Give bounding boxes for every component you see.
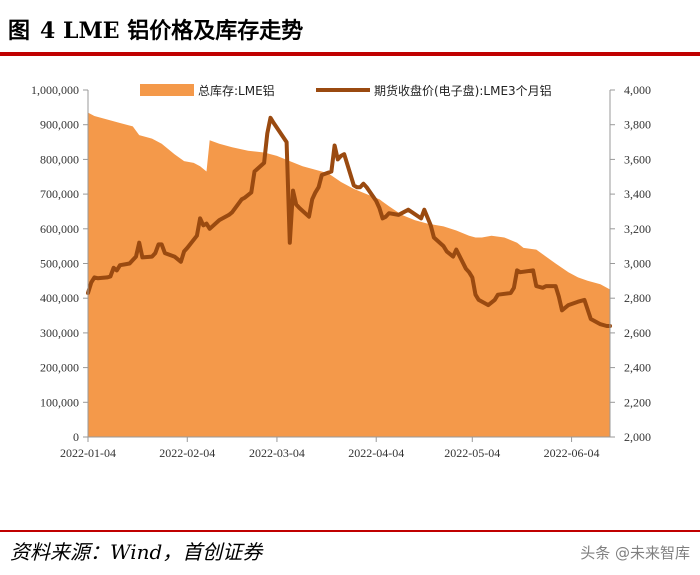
footer-rule <box>0 530 700 532</box>
legend-label-inventory: 总库存:LME铝 <box>198 83 275 98</box>
legend-swatch-inventory <box>140 84 194 96</box>
price-line <box>86 115 612 328</box>
left-tick-label: 0 <box>73 430 79 444</box>
right-tick-label: 2,800 <box>624 291 651 305</box>
title-rule <box>0 52 700 56</box>
right-tick-label: 2,600 <box>624 326 651 340</box>
right-tick-label: 3,000 <box>624 257 651 271</box>
source-note: 资料来源：Wind，首创证券 <box>10 540 263 564</box>
x-tick-label: 2022-02-04 <box>159 446 215 460</box>
x-tick-label: 2022-03-04 <box>249 446 305 460</box>
right-tick-label: 3,600 <box>624 152 651 166</box>
x-tick-label: 2022-06-04 <box>544 446 600 460</box>
right-tick-label: 4,000 <box>624 83 651 97</box>
left-tick-label: 500,000 <box>40 257 79 271</box>
figure-title: 图 4 LME 铝价格及库存走势 <box>8 10 303 48</box>
figure-title-text: 4 LME 铝价格及库存走势 <box>40 18 304 44</box>
right-tick-label: 3,200 <box>624 222 651 236</box>
inventory-area <box>88 112 610 437</box>
left-tick-label: 200,000 <box>40 361 79 375</box>
x-tick-label: 2022-04-04 <box>348 446 404 460</box>
x-tick-label: 2022-01-04 <box>60 446 116 460</box>
chart: 0 100,000 200,000 300,000 400,000 500,000 600,… <box>31 83 651 460</box>
left-tick-label: 600,000 <box>40 222 79 236</box>
left-tick-label: 300,000 <box>40 326 79 340</box>
right-tick-label: 2,400 <box>624 361 651 375</box>
left-tick-label: 900,000 <box>40 118 79 132</box>
right-tick-label: 2,000 <box>624 430 651 444</box>
watermark: 头条 @未来智库 <box>580 544 690 562</box>
left-tick-label: 100,000 <box>40 395 79 409</box>
left-tick-label: 800,000 <box>40 152 79 166</box>
right-tick-label: 3,800 <box>624 118 651 132</box>
left-tick-label: 1,000,000 <box>31 83 79 97</box>
legend-label-price: 期货收盘价(电子盘):LME3个月铝 <box>374 83 552 98</box>
left-tick-label: 700,000 <box>40 187 79 201</box>
right-tick-label: 2,200 <box>624 395 651 409</box>
left-tick-label: 400,000 <box>40 291 79 305</box>
right-tick-label: 3,400 <box>624 187 651 201</box>
figure-label: 图 <box>8 19 31 44</box>
x-tick-label: 2022-05-04 <box>444 446 500 460</box>
